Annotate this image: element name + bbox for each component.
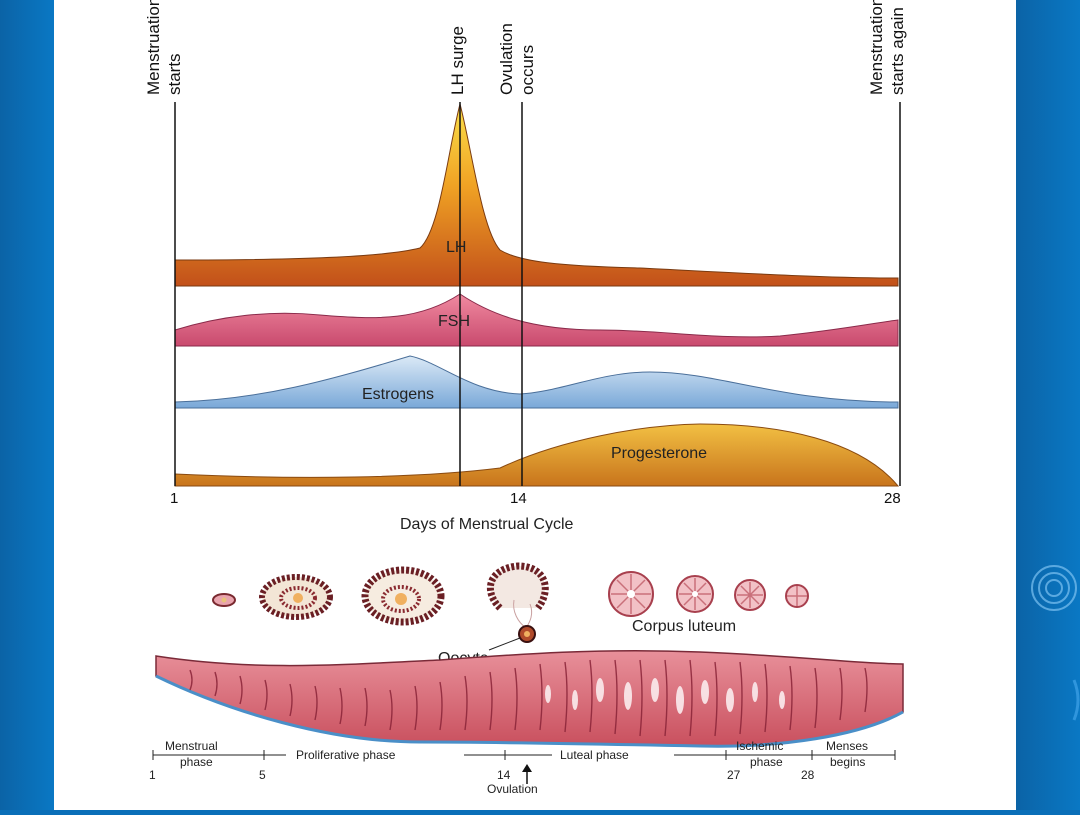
ischemic-phase-label-1: Ischemic (736, 739, 783, 753)
axis-day-28: 28 (884, 490, 901, 507)
menses-label-2: begins (830, 755, 865, 769)
luteal-label-bg (552, 748, 674, 762)
secondary-follicle-icon (361, 566, 445, 626)
oocyte-pointer (488, 637, 521, 651)
event-label-line: LH surge (448, 26, 467, 95)
ovulation-arrow-icon (522, 764, 532, 784)
event-label-line: starts (165, 53, 184, 95)
corpus-luteum-stage-1-icon (608, 571, 654, 617)
menses-label-1: Menses (826, 739, 868, 753)
estrogens-label: Estrogens (362, 386, 434, 403)
label-menstruation-starts: Menstruation starts (144, 0, 184, 95)
ripple-decoration-icon (1031, 565, 1080, 721)
progesterone-label: Progesterone (611, 445, 707, 462)
right-blue-border (1016, 0, 1080, 810)
event-label-line: starts again (888, 7, 907, 95)
proliferative-phase-label: Proliferative phase (296, 748, 396, 762)
figure-panel: Menstruation starts LH surge Ovulation o… (54, 0, 1016, 810)
ovarian-follicles (212, 562, 809, 643)
label-ovulation-occurs: Ovulation occurs (497, 23, 537, 95)
ovulation-label: Ovulation (487, 782, 538, 796)
proliferative-label-bg (286, 748, 464, 762)
label-lh-surge: LH surge (448, 26, 467, 95)
timeline-day-27: 27 (727, 768, 741, 782)
corpus-albicans-icon (785, 584, 809, 608)
event-label-line: Menstruation (144, 0, 163, 95)
timeline-day-14: 14 (497, 768, 511, 782)
event-label-line: Menstruation (867, 0, 886, 95)
ovulating-follicle-icon (486, 562, 549, 643)
menstrual-phase-label-2: phase (180, 755, 213, 769)
label-menstruation-again: Menstruation starts again (867, 0, 907, 95)
progesterone-curve (174, 423, 900, 487)
timeline-day-5: 5 (259, 768, 266, 782)
axis-title: Days of Menstrual Cycle (400, 516, 573, 533)
lh-curve (174, 102, 899, 287)
menstrual-phase-label-1: Menstrual (165, 739, 218, 753)
luteal-phase-label: Luteal phase (560, 748, 629, 762)
corpus-luteum-stage-3-icon (734, 579, 766, 611)
endometrium-illustration (155, 649, 904, 748)
corpus-luteum-label: Corpus luteum (632, 618, 736, 635)
estrogen-curve (174, 355, 899, 409)
timeline-day-28: 28 (801, 768, 815, 782)
fsh-curve (174, 293, 899, 347)
primordial-follicle-icon (212, 593, 236, 607)
fsh-label: FSH (438, 313, 470, 330)
timeline-day-1: 1 (149, 768, 156, 782)
primary-follicle-icon (259, 574, 333, 620)
event-label-line: occurs (518, 45, 537, 95)
axis-day-1: 1 (170, 490, 178, 507)
event-label-line: Ovulation (497, 23, 516, 95)
menstrual-cycle-diagram: Menstruation starts LH surge Ovulation o… (144, 0, 907, 796)
lh-label: LH (446, 239, 466, 256)
axis-day-14: 14 (510, 490, 527, 507)
left-blue-border (0, 0, 54, 810)
phase-timeline (152, 750, 896, 760)
ischemic-phase-label-2: phase (750, 755, 783, 769)
corpus-luteum-stage-2-icon (676, 575, 714, 613)
